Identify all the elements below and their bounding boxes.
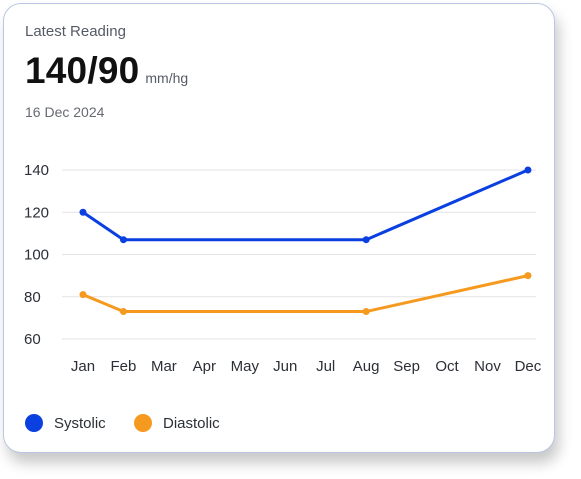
data-point-systolic-feb [119,236,127,244]
data-point-systolic-jan [79,208,87,216]
x-tick-label-dec: Dec [515,358,542,375]
x-tick-label-nov: Nov [474,358,501,375]
reading-value: 140/90 [25,50,140,91]
series-line-diastolic [81,274,530,314]
x-axis-ticks: Jan Feb Mar Apr May Jun Jul Aug Sep Oct Nov Dec [71,358,542,375]
x-tick-label-jun: Jun [273,358,297,375]
y-tick-label: 120 [24,204,49,221]
chart-series [79,166,532,316]
reading-date: 16 Dec 2024 [25,104,105,120]
x-tick-label-sep: Sep [393,358,420,375]
latest-reading-card: Latest Reading 140/90 mm/hg 16 Dec 2024 … [3,3,555,453]
data-point-diastolic-jan [79,291,87,299]
y-axis-ticks: 140 120 100 80 60 [24,162,49,348]
reading: 140/90 mm/hg [25,50,188,92]
data-point-diastolic-aug [362,308,370,316]
x-tick-label-apr: Apr [193,358,216,375]
data-point-systolic-aug [362,236,370,244]
data-point-systolic-dec [524,166,532,174]
legend-label-systolic: Systolic [54,414,106,432]
y-tick-label: 100 [24,247,49,264]
x-tick-label-mar: Mar [151,358,177,375]
legend-item-diastolic: Diastolic [134,414,220,432]
legend-dot-systolic [25,414,43,432]
x-tick-label-jan: Jan [71,358,95,375]
y-tick-label: 140 [24,162,49,179]
x-tick-label-aug: Aug [353,358,380,375]
legend-dot-diastolic [134,414,152,432]
x-tick-label-jul: Jul [316,358,335,375]
card-label: Latest Reading [25,23,126,40]
x-tick-label-oct: Oct [435,358,459,375]
y-tick-label: 80 [24,289,41,306]
legend-label-diastolic: Diastolic [163,414,220,432]
x-tick-label-feb: Feb [111,358,137,375]
reading-unit: mm/hg [145,70,189,86]
legend-item-systolic: Systolic [25,414,106,432]
data-point-diastolic-dec [524,272,532,280]
blood-pressure-chart: 140 120 100 80 60 Jan Feb Mar Apr May Jun Jul Aug Se… [24,162,542,375]
y-tick-label: 60 [24,331,41,348]
x-tick-label-may: May [231,358,260,375]
series-line-systolic [81,168,530,242]
data-point-diastolic-feb [119,308,127,316]
chart-grid [62,169,536,340]
